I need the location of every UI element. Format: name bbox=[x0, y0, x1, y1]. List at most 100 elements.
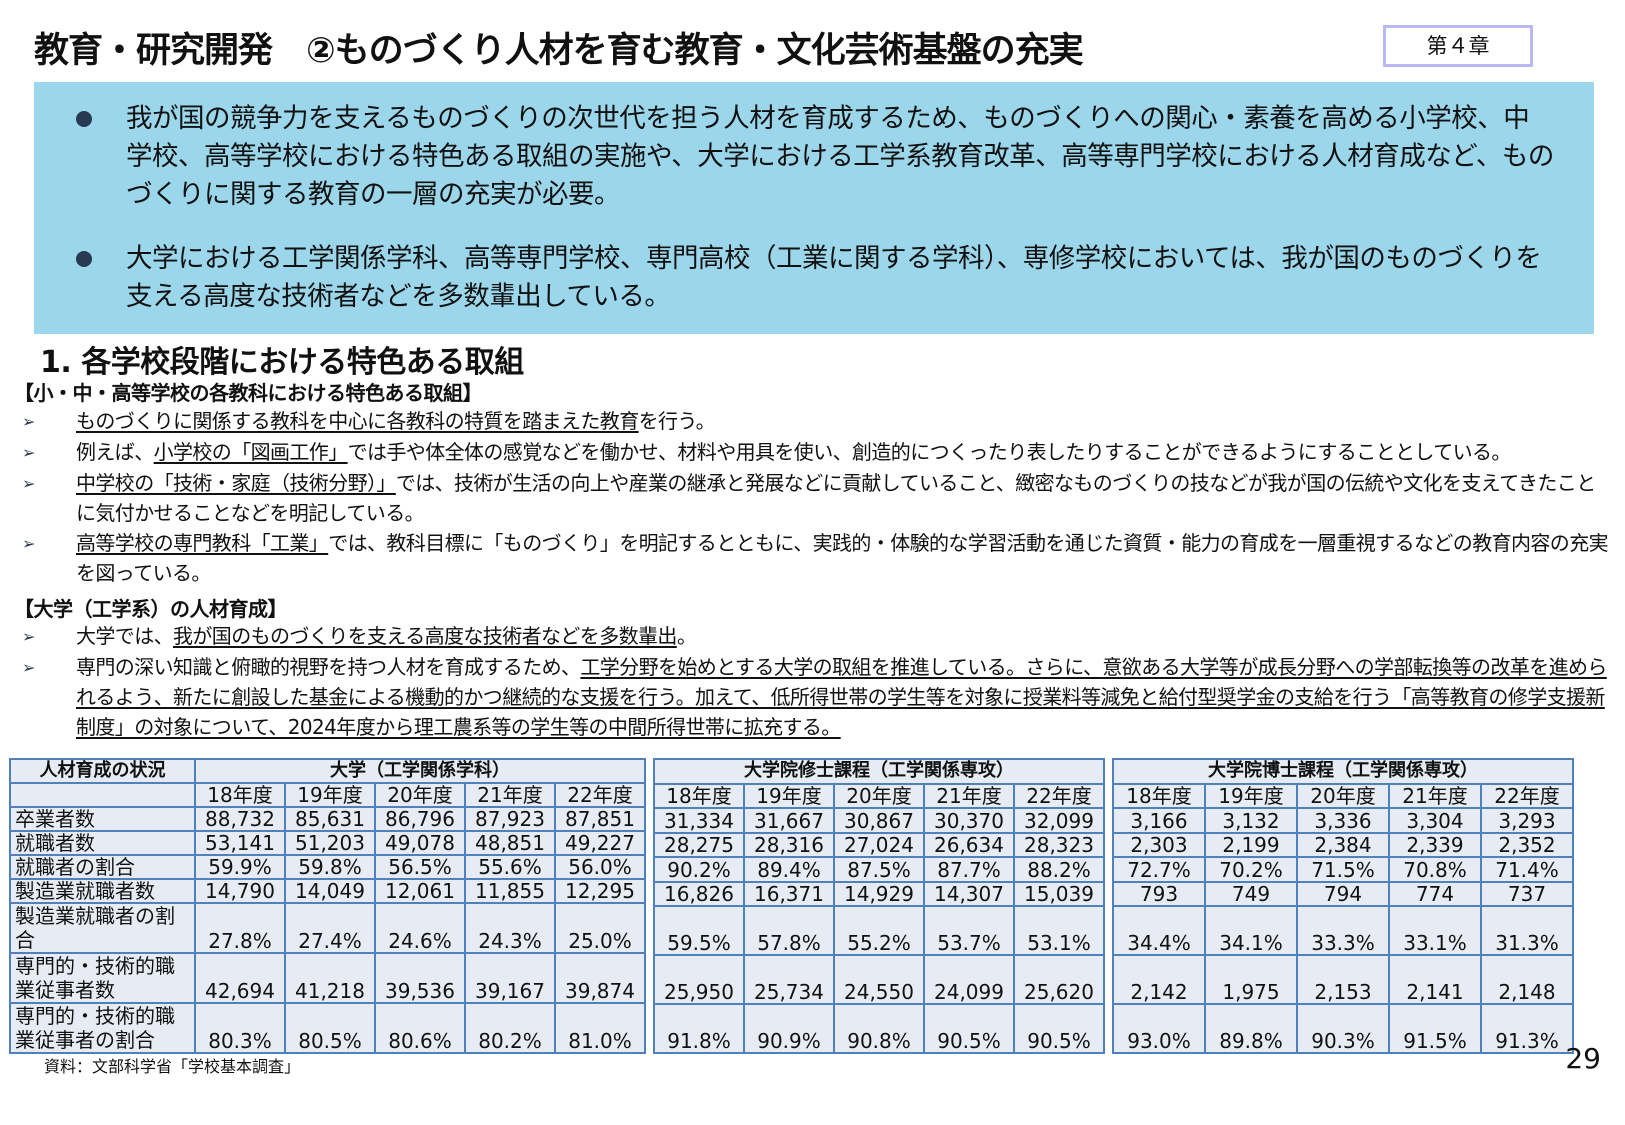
data-cell: 14,929 bbox=[833, 880, 925, 907]
underlined-text: 小学校の「図画工作」 bbox=[153, 440, 349, 464]
arrow-bullet-icon: ➢ bbox=[22, 412, 35, 431]
item-text: 。 bbox=[676, 624, 697, 648]
table-row: 就職者数 53,141 51,203 49,078 48,851 49,227 bbox=[9, 830, 646, 856]
data-cell: 71.4% bbox=[1480, 856, 1574, 883]
year-header: 22年度 bbox=[1480, 782, 1574, 809]
data-cell: 87,923 bbox=[464, 806, 556, 832]
year-header: 19年度 bbox=[743, 782, 835, 809]
data-cell: 12,061 bbox=[374, 878, 466, 904]
data-cell: 3,293 bbox=[1480, 807, 1574, 834]
data-cell: 12,295 bbox=[554, 878, 646, 904]
data-cell: 32,099 bbox=[1013, 807, 1105, 834]
table-row: 28,275 28,316 27,024 26,634 28,323 bbox=[653, 831, 1105, 858]
arrow-bullet-icon: ➢ bbox=[22, 627, 35, 646]
table-row: 16,826 16,371 14,929 14,307 15,039 bbox=[653, 880, 1105, 907]
data-cell: 33.1% bbox=[1388, 905, 1482, 956]
data-cell: 749 bbox=[1204, 880, 1298, 907]
data-cell: 28,323 bbox=[1013, 831, 1105, 858]
data-cell: 49,227 bbox=[554, 830, 646, 856]
data-cell: 774 bbox=[1388, 880, 1482, 907]
underlined-text: 我が国のものづくりを支える高度な技術者などを多数輩出 bbox=[173, 624, 677, 648]
data-cell: 25,950 bbox=[653, 954, 745, 1005]
table-row: 就職者の割合 59.9% 59.8% 56.5% 55.6% 56.0% bbox=[9, 854, 646, 880]
data-cell: 87.5% bbox=[833, 856, 925, 883]
arrow-bullet-icon: ➢ bbox=[22, 534, 35, 553]
table-row: 製造業就職者の割合 27.8% 27.4% 24.6% 24.3% 25.0% bbox=[9, 902, 646, 954]
data-cell: 53.1% bbox=[1013, 905, 1105, 956]
table-row: 専門的・技術的職業従事者の割合 80.3% 80.5% 80.6% 80.2% 81.0% bbox=[9, 1002, 646, 1054]
data-cell: 15,039 bbox=[1013, 880, 1105, 907]
data-cell: 91.8% bbox=[653, 1003, 745, 1054]
bullet-dot-icon bbox=[76, 111, 92, 127]
data-cell: 1,975 bbox=[1204, 954, 1298, 1005]
table-row: 25,950 25,734 24,550 24,099 25,620 bbox=[653, 954, 1105, 1005]
data-cell: 30,370 bbox=[923, 807, 1015, 834]
data-cell: 80.2% bbox=[464, 1002, 556, 1054]
data-cell: 2,153 bbox=[1296, 954, 1390, 1005]
item-text: 大学では、 bbox=[76, 624, 174, 648]
row-label: 専門的・技術的職業従事者数 bbox=[9, 952, 196, 1004]
data-cell: 30,867 bbox=[833, 807, 925, 834]
underlined-text: 工学分野を始めとする大学の取組を推進している。さらに、意欲ある大学等が成長分野へ… bbox=[76, 655, 1607, 739]
data-cell: 56.0% bbox=[554, 854, 646, 880]
data-cell: 2,142 bbox=[1112, 954, 1206, 1005]
year-header: 20年度 bbox=[833, 782, 925, 809]
data-table-2: 大学院博士課程（工学関係専攻） 18年度 19年度 20年度 21年度 22年度 3,166… bbox=[1112, 758, 1574, 1054]
list-item: ➢ 例えば、小学校の「図画工作」では手や体全体の感覚などを働かせ、材料や用具を使… bbox=[22, 437, 1612, 468]
data-table-1: 大学院修士課程（工学関係専攻） 18年度 19年度 20年度 21年度 22年度 31,33… bbox=[653, 758, 1105, 1054]
data-cell: 31.3% bbox=[1480, 905, 1574, 956]
data-cell: 737 bbox=[1480, 880, 1574, 907]
data-cell: 25.0% bbox=[554, 902, 646, 954]
data-cell: 14,307 bbox=[923, 880, 1015, 907]
data-cell: 55.6% bbox=[464, 854, 556, 880]
data-cell: 11,855 bbox=[464, 878, 556, 904]
row-label: 専門的・技術的職業従事者の割合 bbox=[9, 1002, 196, 1054]
data-cell: 24.3% bbox=[464, 902, 556, 954]
data-cell: 2,384 bbox=[1296, 831, 1390, 858]
data-cell: 41,218 bbox=[284, 952, 376, 1004]
university-subheading: 【大学（工学系）の人材育成】 bbox=[14, 597, 288, 621]
data-cell: 53.7% bbox=[923, 905, 1015, 956]
item-text: では手や体全体の感覚などを働かせ、材料や用具を使い、創造的につくったり表したりす… bbox=[347, 440, 1512, 464]
year-header: 20年度 bbox=[374, 782, 466, 808]
data-table-0: 人材育成の状況 大学（工学関係学科） 18年度 19年度 20年度 21年度 22年度 卒業者… bbox=[9, 758, 646, 1054]
year-header: 22年度 bbox=[554, 782, 646, 808]
data-cell: 49,078 bbox=[374, 830, 466, 856]
data-cell: 25,734 bbox=[743, 954, 835, 1005]
row-label: 製造業就職者数 bbox=[9, 878, 196, 904]
table-row: 90.2% 89.4% 87.5% 87.7% 88.2% bbox=[653, 856, 1105, 883]
data-cell: 2,352 bbox=[1480, 831, 1574, 858]
data-cell: 31,667 bbox=[743, 807, 835, 834]
list-item: ➢ 大学では、我が国のものづくりを支える高度な技術者などを多数輩出。 bbox=[22, 621, 1612, 652]
data-cell: 90.2% bbox=[653, 856, 745, 883]
year-header: 20年度 bbox=[1296, 782, 1390, 809]
data-cell: 16,371 bbox=[743, 880, 835, 907]
data-cell: 90.9% bbox=[743, 1003, 835, 1054]
source-note: 資料：文部科学省「学校基本調査」 bbox=[44, 1057, 301, 1076]
data-cell: 39,536 bbox=[374, 952, 466, 1004]
data-cell: 16,826 bbox=[653, 880, 745, 907]
data-cell: 3,132 bbox=[1204, 807, 1298, 834]
data-cell: 3,166 bbox=[1112, 807, 1206, 834]
data-cell: 89.8% bbox=[1204, 1003, 1298, 1054]
table-row: 2,142 1,975 2,153 2,141 2,148 bbox=[1112, 954, 1574, 1005]
underlined-text: ものづくりに関係する教科を中心に各教科の特質を踏まえた教育 bbox=[76, 409, 639, 433]
data-cell: 2,148 bbox=[1480, 954, 1574, 1005]
row-header-title: 人材育成の状況 bbox=[9, 758, 196, 784]
year-header: 19年度 bbox=[1204, 782, 1298, 809]
table-row: 93.0% 89.8% 90.3% 91.5% 91.3% bbox=[1112, 1003, 1574, 1054]
university-list: ➢ 大学では、我が国のものづくりを支える高度な技術者などを多数輩出。 ➢ 専門の… bbox=[22, 621, 1612, 742]
year-header: 18年度 bbox=[653, 782, 745, 809]
table-row: 59.5% 57.8% 55.2% 53.7% 53.1% bbox=[653, 905, 1105, 956]
data-cell: 90.5% bbox=[923, 1003, 1015, 1054]
data-cell: 28,316 bbox=[743, 831, 835, 858]
year-header: 19年度 bbox=[284, 782, 376, 808]
data-cell: 14,049 bbox=[284, 878, 376, 904]
data-cell: 87.7% bbox=[923, 856, 1015, 883]
data-cell: 25,620 bbox=[1013, 954, 1105, 1005]
table-row: 製造業就職者数 14,790 14,049 12,061 11,855 12,295 bbox=[9, 878, 646, 904]
table-row: 専門的・技術的職業従事者数 42,694 41,218 39,536 39,167 39,… bbox=[9, 952, 646, 1004]
list-item: ➢ 専門の深い知識と俯瞰的視野を持つ人材を育成するため、工学分野を始めとする大学… bbox=[22, 652, 1612, 742]
row-label: 就職者の割合 bbox=[9, 854, 196, 880]
data-cell: 14,790 bbox=[194, 878, 286, 904]
